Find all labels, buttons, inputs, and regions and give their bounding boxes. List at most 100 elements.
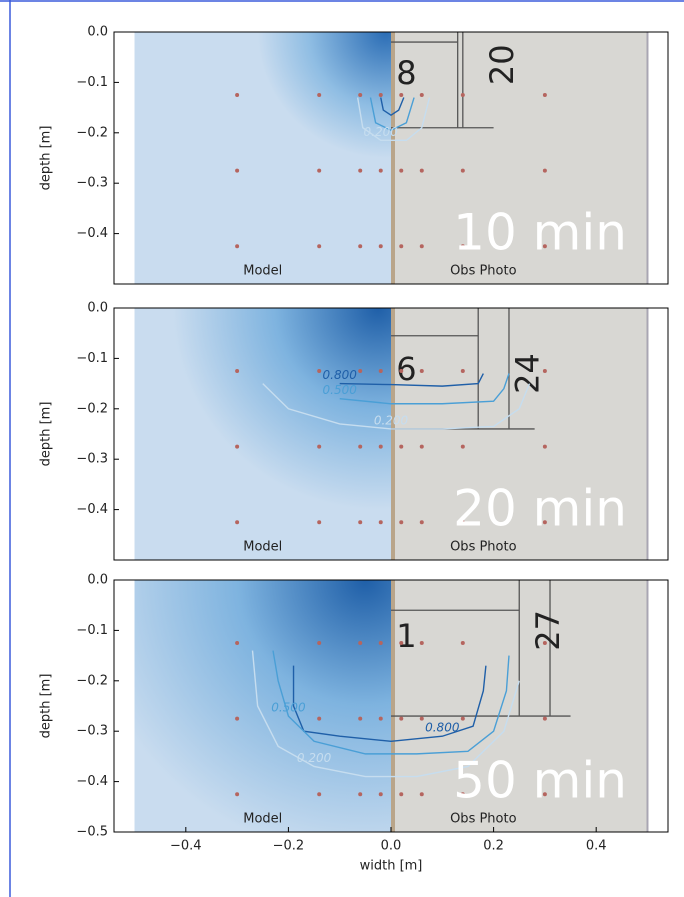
sensor-point xyxy=(460,244,465,249)
sensor-point xyxy=(235,244,240,249)
sensor-point xyxy=(235,168,240,173)
sensor-point xyxy=(542,444,547,449)
photo-edge xyxy=(391,580,395,832)
sensor-point xyxy=(419,641,424,645)
y-tick-label: −0.5 xyxy=(76,825,108,840)
sensor-point xyxy=(378,444,383,449)
sensor-point xyxy=(460,444,465,449)
contour-line xyxy=(339,373,484,387)
sensor-point xyxy=(235,641,240,645)
sensor-point xyxy=(542,369,547,373)
photo-text: 27 xyxy=(529,610,567,651)
contour-line xyxy=(369,97,415,132)
sensor-point xyxy=(378,520,383,525)
sensor-point xyxy=(399,520,404,525)
photo-edge xyxy=(391,308,395,560)
sensor-point xyxy=(358,641,363,645)
sensor-point xyxy=(542,244,547,249)
y-axis-label: depth [m] xyxy=(39,402,54,467)
sensor-point xyxy=(378,716,383,721)
sensor-point xyxy=(460,520,465,525)
x-axis-label: width [m] xyxy=(360,859,423,874)
sensor-point xyxy=(235,716,240,721)
sensor-point xyxy=(317,168,322,173)
photo-image xyxy=(391,308,648,560)
sensor-point xyxy=(542,520,547,525)
sensor-point xyxy=(235,369,240,373)
sensor-point xyxy=(378,641,383,645)
sensor-point xyxy=(317,641,322,645)
y-tick-label: −0.4 xyxy=(76,774,108,789)
sensor-point xyxy=(542,716,547,721)
panel-label: 20 min xyxy=(453,480,627,538)
sensor-point xyxy=(460,168,465,173)
sensor-point xyxy=(419,369,424,373)
photo-text: 6 xyxy=(396,350,416,388)
photo-text: 1 xyxy=(396,617,416,655)
contour-line xyxy=(292,665,487,742)
x-tick-label: −0.4 xyxy=(170,839,202,854)
sensor-point xyxy=(460,641,465,645)
axes-frame xyxy=(113,307,669,561)
sensor-point xyxy=(317,716,322,721)
sensor-point xyxy=(358,716,363,721)
x-tick-label: 0.0 xyxy=(381,839,402,854)
contour-line xyxy=(380,97,405,116)
sensor-point xyxy=(542,168,547,173)
plot-area: 1 27 0.800 0.500 0.200 Model Obs Photo 50 min xyxy=(114,580,668,832)
sensor-point xyxy=(399,641,404,645)
sensor-point xyxy=(317,792,322,797)
photo-label: Obs Photo xyxy=(450,540,517,555)
sensor-point xyxy=(358,369,363,373)
y-axis-label: depth [m] xyxy=(39,674,54,739)
y-tick-label: −0.3 xyxy=(76,452,108,467)
sensor-point xyxy=(419,792,424,797)
sensor-point xyxy=(399,168,404,173)
sensor-point xyxy=(419,168,424,173)
contour-label: 0.800 xyxy=(425,721,460,735)
x-tick-label: 0.4 xyxy=(586,839,607,854)
sensor-point xyxy=(419,444,424,449)
photo-text: 8 xyxy=(396,54,416,92)
photo-label: Obs Photo xyxy=(450,264,517,279)
contour-line xyxy=(356,97,431,142)
sensor-point xyxy=(378,792,383,797)
sensor-point xyxy=(399,716,404,721)
y-tick-label: −0.3 xyxy=(76,176,108,191)
sensor-point xyxy=(399,244,404,249)
sensor-point xyxy=(358,244,363,249)
sensor-point xyxy=(235,444,240,449)
y-tick-label: −0.2 xyxy=(76,125,108,140)
sensor-point xyxy=(542,93,547,97)
sensor-point xyxy=(317,93,322,97)
contour-line xyxy=(262,383,531,430)
sensor-point xyxy=(460,93,465,97)
y-tick-label: −0.4 xyxy=(76,502,108,517)
sensor-point xyxy=(460,792,465,797)
y-tick-label: −0.3 xyxy=(76,724,108,739)
sensor-point xyxy=(235,792,240,797)
sensor-point xyxy=(317,444,322,449)
y-tick-label: −0.1 xyxy=(76,75,108,90)
y-tick-label: −0.2 xyxy=(76,401,108,416)
contour-label: 0.500 xyxy=(323,383,358,397)
sensor-point xyxy=(399,93,404,97)
axes-frame xyxy=(113,31,669,285)
x-tick-label: 0.2 xyxy=(483,839,504,854)
sensor-point xyxy=(399,792,404,797)
y-tick-label: −0.1 xyxy=(76,623,108,638)
sensor-point xyxy=(235,520,240,525)
sensor-point xyxy=(399,369,404,373)
contour-label: 0.500 xyxy=(271,701,306,715)
contour-line xyxy=(251,650,520,778)
sensor-point xyxy=(419,520,424,525)
sensor-point xyxy=(358,792,363,797)
model-label: Model xyxy=(243,540,282,555)
sensor-point xyxy=(378,244,383,249)
sensor-point xyxy=(419,244,424,249)
sensor-point xyxy=(378,168,383,173)
sensor-point xyxy=(358,444,363,449)
sensor-point xyxy=(460,716,465,721)
model-label: Model xyxy=(243,264,282,279)
